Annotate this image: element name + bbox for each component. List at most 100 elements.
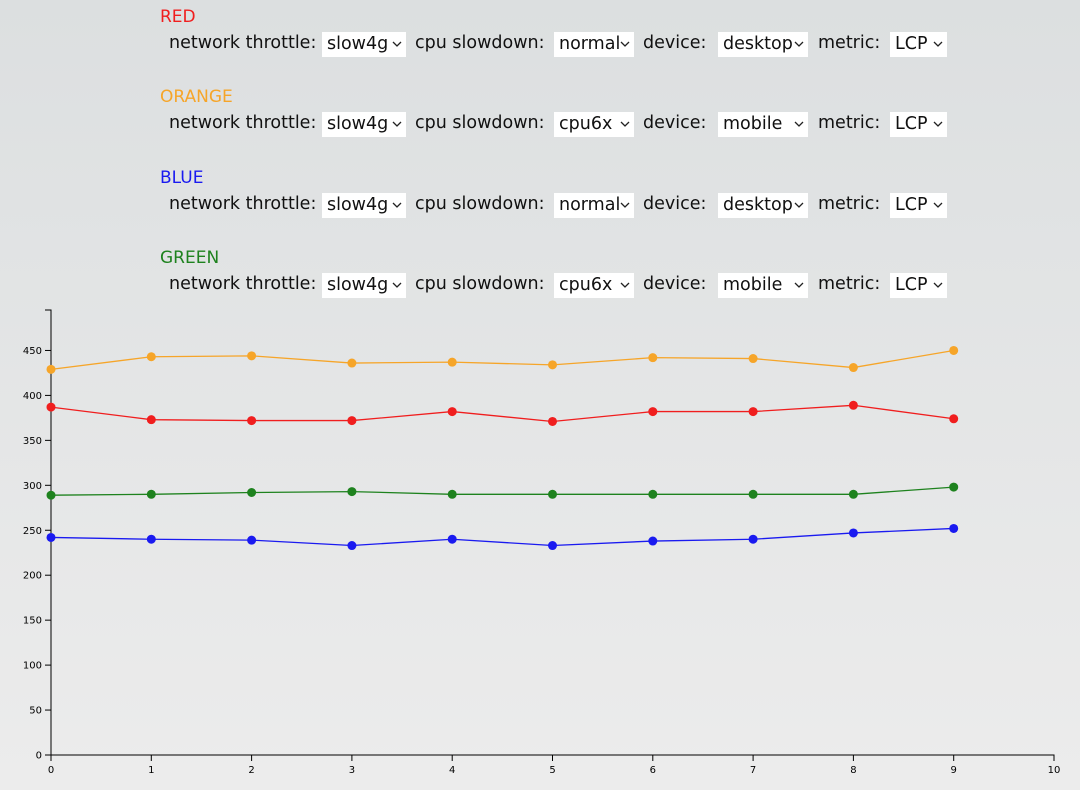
data-point [247,535,257,545]
panel-label: GREEN [160,247,220,268]
select[interactable]: slow4g [322,112,406,138]
select[interactable]: cpu6x [554,112,634,138]
chevron-icon [392,282,402,288]
chevron [620,282,630,288]
chevron-icon [794,202,804,208]
select-value: cpu6x [559,114,613,135]
field-label: network throttle: [169,33,317,53]
y-tick-label: 150 [23,616,42,627]
x-tick-label: 6 [650,765,656,776]
data-point [347,541,357,551]
series-line [50,486,954,496]
select[interactable]: desktop [718,192,808,218]
chevron [392,121,402,128]
y-tick-label: 250 [23,526,42,537]
x-tick-label: 8 [850,765,856,776]
data-point [748,354,758,364]
series-line [50,404,954,423]
field-label: cpu slowdown: [415,113,545,134]
x-tick-label: 9 [951,765,957,776]
panel-label: RED [160,7,196,27]
panel-label: ORANGE [160,87,233,108]
data-point [949,523,959,533]
data-point [46,364,56,374]
data-point [247,351,257,361]
select-value: mobile [723,274,783,295]
data-point [648,536,658,546]
data-point [447,534,457,544]
y-tick-label: 300 [23,481,42,492]
y-tick-label: 200 [23,571,42,582]
select-value: normal [559,194,621,215]
data-point [247,487,257,497]
select-value: slow4g [327,114,389,135]
x-tick-label: 10 [1048,765,1061,776]
select[interactable]: slow4g [322,32,406,57]
chevron [794,202,804,208]
chevron [933,282,943,288]
data-point [949,482,959,492]
select-value: cpu6x [559,274,613,295]
x-tick-label: 0 [48,765,54,776]
chevron-icon [933,202,943,208]
select[interactable]: mobile [718,272,808,298]
chevron-icon [933,282,943,288]
select[interactable]: LCP [890,192,947,218]
data-point [146,352,156,362]
data-point [347,358,357,368]
select[interactable]: cpu6x [554,272,634,298]
data-point [548,541,557,551]
field-label: device: [643,113,707,134]
data-point [146,489,156,499]
chevron [933,202,943,208]
field-label: network throttle: [169,193,317,214]
select-value: LCP [895,34,928,54]
chevron-icon [392,202,402,208]
y-tick-label: 100 [23,661,42,672]
data-point [548,489,557,499]
series-line [50,527,954,547]
chevron [794,121,804,128]
field-label: metric: [818,193,881,214]
select-value: slow4g [327,194,389,215]
data-point [848,400,858,410]
chevron-icon [794,121,804,128]
data-point [848,528,858,538]
chevron [933,121,943,128]
chevron-icon [392,121,402,128]
chevron-icon [933,121,943,128]
y-tick-label: 0 [36,751,42,762]
select[interactable]: LCP [890,112,947,138]
chevron [392,282,402,288]
y-tick-label: 350 [23,436,42,447]
data-point [748,407,758,417]
chevron-icon [794,282,804,288]
select[interactable]: LCP [890,272,947,298]
select[interactable]: slow4g [322,192,406,218]
select[interactable]: desktop [718,32,808,57]
chevron-icon [620,41,630,47]
select[interactable]: mobile [718,112,808,138]
field-label: device: [643,33,707,53]
select[interactable]: slow4g [322,272,406,298]
select[interactable]: normal [554,32,634,57]
select[interactable]: normal [554,192,634,218]
select[interactable]: LCP [890,32,947,57]
series-line [50,349,954,370]
chevron-icon [794,41,804,47]
data-point [447,489,457,499]
chevron [620,121,630,128]
chevron-icon [392,41,402,47]
data-point [447,407,457,417]
chevron-icon [620,121,630,128]
field-label: metric: [818,33,881,53]
select-value: desktop [723,34,793,54]
y-tick-label: 50 [29,706,42,717]
data-point [146,415,156,425]
x-tick-label: 4 [449,765,455,776]
data-point [46,532,56,542]
data-point [347,416,357,426]
data-point [46,402,56,412]
data-point [548,416,557,426]
